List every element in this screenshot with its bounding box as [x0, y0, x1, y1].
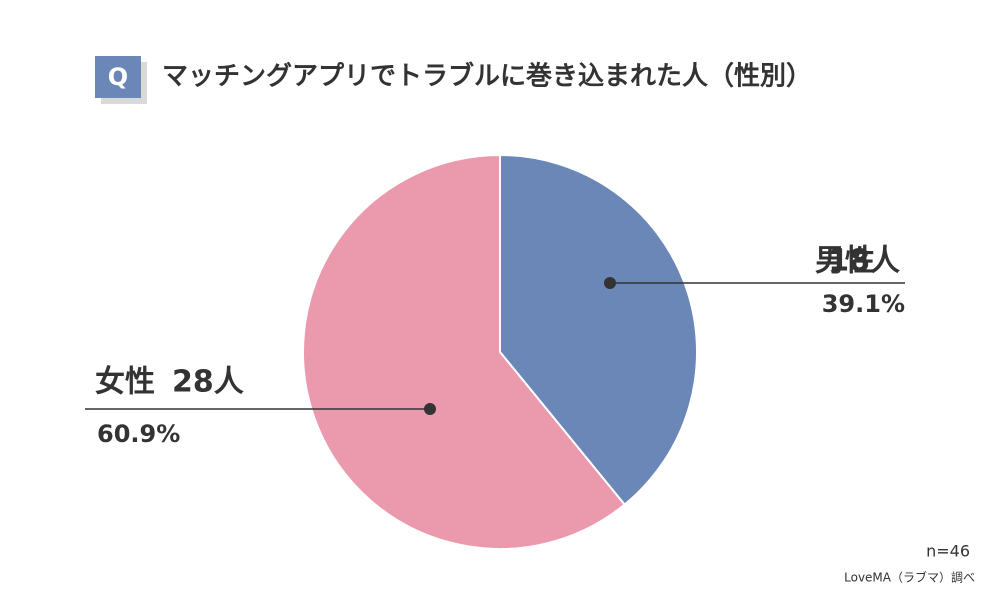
leader-dot [424, 403, 436, 415]
value-label: 39.1% [822, 290, 905, 318]
pie-slice [302, 153, 627, 550]
badge [95, 56, 141, 98]
count-label: 28人 [172, 365, 244, 400]
category-label: 男性 [815, 244, 875, 279]
chart-title: マッチングアプリでトラブルに巻き込まれた人（性別） [162, 61, 812, 92]
category-label: 女性 [95, 365, 155, 400]
value-label: 60.9% [97, 420, 180, 448]
pie-slice [499, 153, 698, 506]
leader-dot [604, 277, 616, 289]
badge-text: Q [108, 63, 128, 91]
sample-note: n=46 [926, 542, 970, 561]
source: LoveMA（ラブマ）調べ [844, 570, 975, 585]
count-label: 18人 [828, 244, 900, 279]
